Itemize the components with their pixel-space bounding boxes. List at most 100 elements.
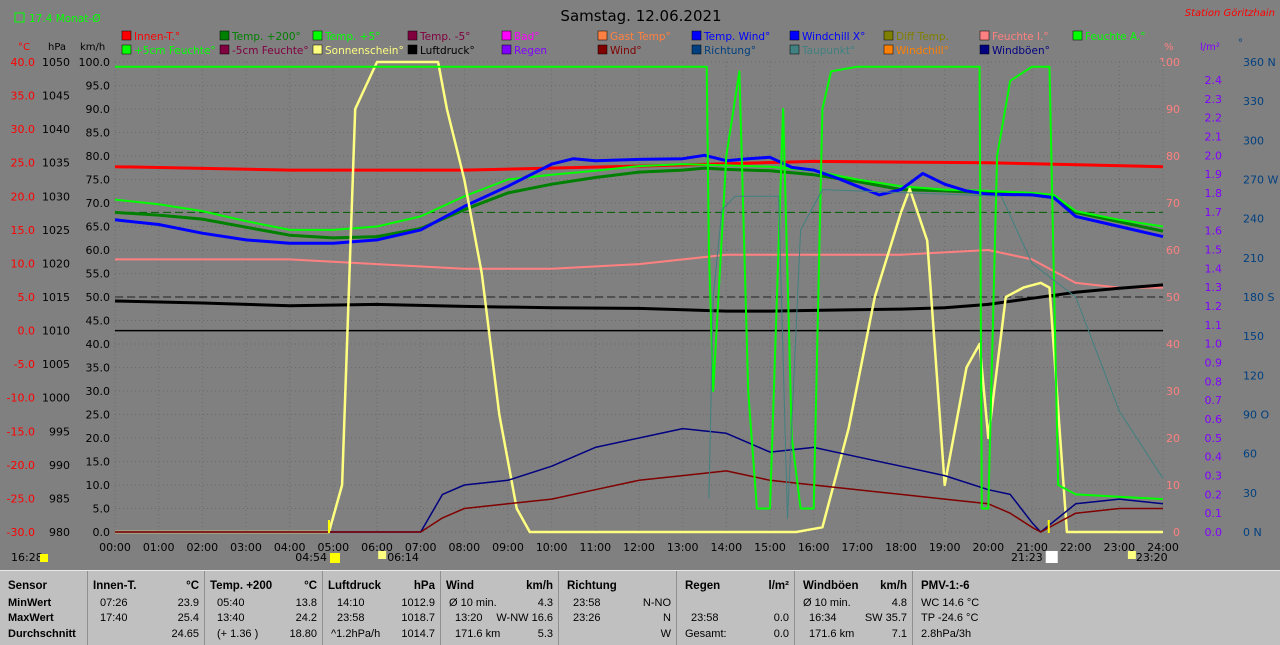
temp-header: Temp. +200 [210, 580, 273, 592]
rain-tick: 0.8 [1205, 375, 1223, 388]
wind-tick: 60.0 [86, 244, 111, 257]
temp-avg-value: 18.80 [289, 628, 317, 640]
temp-tick: 40.0 [11, 56, 36, 69]
pmv-dewpoint: TP -24.6 °C [921, 612, 979, 624]
dir-unit: ° [1238, 38, 1243, 49]
wind-distance: 171.6 km [455, 628, 501, 640]
gust-distance: 171.6 km [809, 628, 855, 640]
rain-tick: 1.5 [1205, 244, 1223, 257]
footer-col-dir: Richtung 23:58 N-NO 23:26 N W [559, 571, 677, 645]
legend-swatch [312, 30, 323, 41]
temp-tick: 35.0 [11, 90, 36, 103]
direction-tick: 270 W [1243, 174, 1278, 187]
moon-icon [40, 554, 48, 562]
footer-col-wind: Wind km/h Ø 10 min. 4.3 13:20 W-NW 16.6 … [441, 571, 559, 645]
rain-tick: 1.3 [1205, 281, 1223, 294]
moonrise-time: 06:14 [387, 551, 419, 564]
legend-label: Luftdruck° [420, 45, 475, 57]
time-tick: 24:00 [1147, 541, 1179, 554]
rain-tick: 1.0 [1205, 338, 1223, 351]
pmv-header: PMV-1:-6 [921, 580, 970, 592]
wind-tick: 40.0 [86, 338, 111, 351]
temp-tick: 25.0 [11, 157, 36, 170]
percent-tick: 80 [1166, 150, 1180, 163]
direction-tick: 300 [1243, 134, 1264, 147]
pressure-tick: 1050 [42, 56, 70, 69]
axis-ticks: 40.0 35.0 30.0 25.0 20.0 15.0 10.0 5.0 0.0 -5.0 -1… [7, 56, 1279, 554]
press-unit: hPa [48, 42, 66, 53]
sunset-icon [1045, 551, 1058, 563]
legend-swatch [501, 44, 512, 55]
series-line-temp-5 [114, 163, 1164, 231]
percent-tick: 30 [1166, 385, 1180, 398]
direction-tick: 360 N [1243, 56, 1276, 69]
rain-tick: 1.4 [1205, 262, 1223, 275]
legend-swatch [691, 44, 702, 55]
pmv-windchill: WC 14.6 °C [921, 597, 980, 609]
legend-label: Regen [514, 45, 547, 57]
legend-label: Temp. +5° [324, 31, 380, 43]
wind-tick: 65.0 [86, 221, 111, 234]
legend-label: Diff Temp. [896, 31, 949, 43]
temp-tick: 5.0 [18, 291, 36, 304]
rain-tick: 0.9 [1205, 357, 1223, 370]
month-avg-label: 17.4 Monat-Ø [29, 13, 100, 25]
rain-tick: 1.2 [1205, 300, 1223, 313]
dir-avg-value: W [660, 628, 671, 640]
pressure-tick: 995 [49, 425, 70, 438]
station-name: Station Göritzhain [1185, 8, 1275, 19]
wind-min-value: 4.3 [537, 597, 553, 609]
time-tick: 16:00 [798, 541, 830, 554]
plot-area [114, 60, 1164, 534]
direction-tick: 210 [1243, 252, 1264, 265]
moonset-time: 16:28 [11, 551, 43, 564]
time-tick: 17:00 [841, 541, 873, 554]
rain-tick: 2.2 [1205, 112, 1223, 125]
temp-trend: (+ 1.36 ) [217, 628, 259, 640]
gust-header: Windböen [803, 580, 859, 592]
percent-tick: 100 [1159, 56, 1180, 69]
wind-tick: 15.0 [86, 456, 111, 469]
rain-tick: 1.8 [1205, 187, 1223, 200]
footer-col-innen: Innen-T. °C 07:26 23.9 17:40 25.4 24.65 [88, 571, 205, 645]
row-avg-label: Durchschnitt [8, 628, 76, 640]
press-trend: ^1.2hPa/h [331, 628, 381, 640]
legend-label: Richtung° [704, 45, 756, 57]
press-header: Luftdruck [328, 580, 382, 592]
rain-tick: 0.1 [1205, 507, 1223, 520]
legend-swatch [597, 30, 608, 41]
legend-swatch [597, 44, 608, 55]
legend-swatch [789, 44, 800, 55]
time-tick: 06:00 [361, 541, 393, 554]
rain-max-value: 0.0 [773, 612, 789, 624]
gust-min-label: Ø 10 min. [803, 597, 851, 609]
wind-tick: 25.0 [86, 409, 111, 422]
legend-label: Windchill° [896, 45, 949, 57]
press-max-value: 1018.7 [401, 612, 435, 624]
time-tick: 01:00 [143, 541, 175, 554]
gust-min-value: 4.8 [891, 597, 907, 609]
press-max-time: 23:58 [337, 612, 365, 624]
time-tick: 00:00 [99, 541, 131, 554]
sunset-time: 21:23 [1011, 551, 1043, 564]
time-tick: 20:00 [972, 541, 1004, 554]
temp-tick: 30.0 [11, 123, 36, 136]
pressure-tick: 1040 [42, 123, 70, 136]
rain-tick: 1.9 [1205, 168, 1223, 181]
legend-label: Feuchte I.° [992, 31, 1049, 43]
wind-tick: 80.0 [86, 150, 111, 163]
percent-tick: 0 [1173, 526, 1180, 539]
pressure-tick: 1015 [42, 291, 70, 304]
pressure-tick: 990 [49, 459, 70, 472]
legend-swatch [979, 30, 990, 41]
percent-tick: 20 [1166, 432, 1180, 445]
direction-tick: 180 S [1243, 291, 1274, 304]
direction-tick: 150 [1243, 330, 1264, 343]
temp-tick: -30.0 [7, 526, 35, 539]
direction-tick: 240 [1243, 213, 1264, 226]
rain-max-time: 23:58 [691, 612, 719, 624]
legend: Innen-T.° Temp. +200° Temp. +5° Temp. -5° Ba… [121, 30, 1146, 57]
wind-tick: 55.0 [86, 268, 111, 281]
temp-min-value: 13.8 [295, 597, 317, 609]
wind-tick: 75.0 [86, 174, 111, 187]
